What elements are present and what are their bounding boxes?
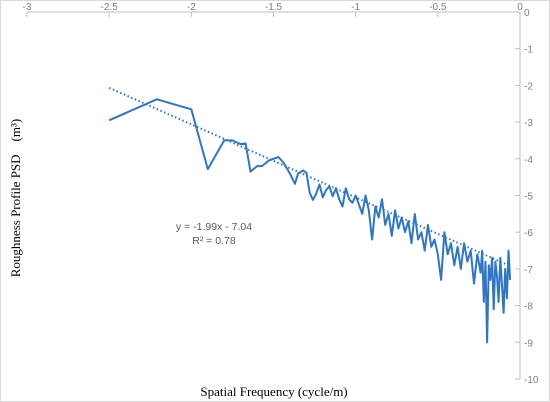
x-tick-label: -0.5 xyxy=(429,2,447,13)
y-tick-label: -3 xyxy=(524,118,533,129)
trendline-equation: y = -1.99x - 7.04 xyxy=(176,221,252,233)
x-tick-label: -1.5 xyxy=(265,2,283,13)
y-tick-label: 0 xyxy=(524,8,530,19)
series-line xyxy=(108,98,512,344)
x-tick-label: -3 xyxy=(23,2,32,13)
trendline-r-squared: R² = 0.78 xyxy=(192,235,236,247)
x-axis: -3 -2.5 -2 -1.5 -1 -0.5 0 xyxy=(23,2,523,17)
y-tick-label: -5 xyxy=(524,192,533,203)
y-tick-label: -8 xyxy=(524,302,533,313)
y-axis: 0 -1 -2 -3 -4 -5 -6 -7 -8 -9 -10 xyxy=(515,8,539,386)
y-axis-title: Roughness Profile PSD (m³) xyxy=(8,119,23,277)
trendline xyxy=(108,86,509,267)
y-tick-label: -7 xyxy=(524,265,533,276)
x-tick-label: 0 xyxy=(517,2,523,13)
y-tick-label: -2 xyxy=(524,81,533,92)
x-tick-label: -2 xyxy=(187,2,196,13)
y-tick-label: -6 xyxy=(524,228,533,239)
y-tick-label: -9 xyxy=(524,338,533,349)
x-axis-title: Spatial Frequency (cycle/m) xyxy=(200,384,347,399)
x-tick-label: -2.5 xyxy=(101,2,119,13)
y-tick-label: -10 xyxy=(524,375,539,386)
x-tick-label: -1 xyxy=(351,2,360,13)
y-tick-label: -4 xyxy=(524,155,533,166)
y-tick-label: -1 xyxy=(524,45,533,56)
